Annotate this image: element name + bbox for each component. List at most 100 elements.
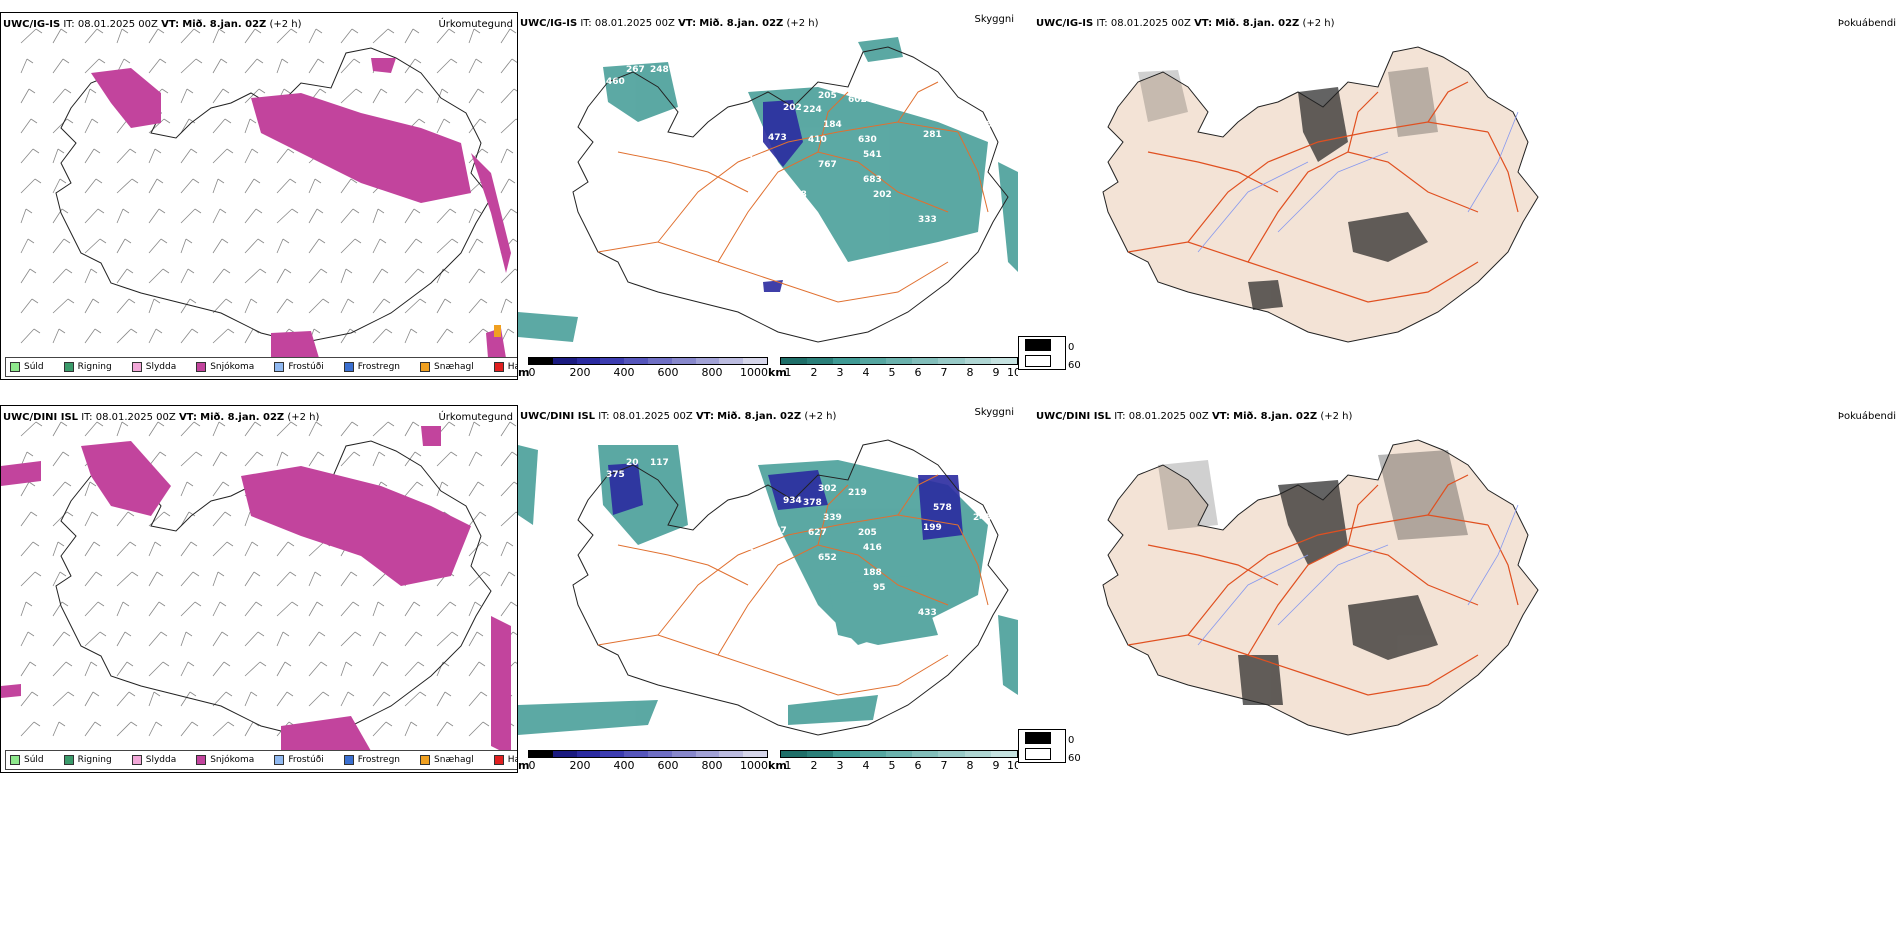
wind-barb xyxy=(244,298,258,314)
wind-barb xyxy=(500,118,517,134)
snow-areas xyxy=(91,58,511,358)
ceiling-value-label: 302 xyxy=(818,484,837,494)
ceiling-value-label: 568 xyxy=(788,583,807,593)
wind-barb xyxy=(244,148,259,164)
wind-barb xyxy=(308,178,322,194)
wind-barb xyxy=(276,28,298,44)
wind-barb xyxy=(308,208,324,224)
road xyxy=(1147,151,1279,193)
wind-barb xyxy=(84,298,100,314)
ceiling-value-label: 473 xyxy=(768,133,787,143)
wind-barb xyxy=(52,481,72,497)
wind-barb xyxy=(436,208,457,224)
wind-barb xyxy=(276,661,292,677)
wind-barb xyxy=(52,541,65,557)
wind-barb xyxy=(52,28,68,44)
wind-barb xyxy=(308,451,325,467)
wind-barb xyxy=(468,58,483,74)
wind-barb xyxy=(500,298,513,314)
wind-barb xyxy=(436,691,452,707)
visibility-label: Skyggni xyxy=(974,407,1014,418)
wind-barb xyxy=(340,298,355,314)
ceiling-value-label: 541 xyxy=(863,150,882,160)
fog-areas xyxy=(1158,450,1468,705)
wind-barb xyxy=(20,571,42,587)
wind-barb xyxy=(148,511,171,527)
wind-barb xyxy=(148,238,168,254)
wind-barb xyxy=(212,178,225,194)
wind-barb xyxy=(52,571,67,587)
wind-barb xyxy=(308,661,328,677)
wind-barb xyxy=(340,238,362,254)
ceiling-value-label: 188 xyxy=(863,568,882,578)
wind-barb xyxy=(308,298,330,314)
wind-barb xyxy=(52,691,75,707)
wind-barb xyxy=(372,601,385,617)
wind-barb xyxy=(180,601,202,617)
wind-barb xyxy=(52,118,74,134)
wind-barb xyxy=(116,571,139,587)
wind-barb xyxy=(372,208,385,224)
fog-indicator-label: Þokuábendi xyxy=(1837,18,1896,29)
wind-barb xyxy=(500,28,517,44)
wind-barb xyxy=(180,208,202,224)
ceiling-value-label: 460 xyxy=(606,77,625,87)
wind-barb xyxy=(340,268,353,284)
wind-barb xyxy=(212,571,225,587)
wind-barb xyxy=(116,721,138,737)
visibility-unit: km xyxy=(768,366,787,379)
wind-barb xyxy=(468,571,491,587)
wind-barb xyxy=(52,661,73,677)
wind-barb xyxy=(148,451,167,467)
wind-barb xyxy=(180,481,194,497)
wind-barb xyxy=(468,148,489,164)
wind-barb xyxy=(20,328,41,344)
panel-title: UWC/IG-IS IT: 08.01.2025 00Z VT: Mið. 8.… xyxy=(520,18,819,29)
wind-barb xyxy=(116,28,129,44)
wind-barb xyxy=(20,601,33,617)
wind-barb xyxy=(84,601,105,617)
wind-barb xyxy=(500,178,516,194)
wind-barb xyxy=(436,118,451,134)
wind-barb xyxy=(468,661,486,677)
wind-barb xyxy=(276,268,292,284)
tick: 5 xyxy=(888,759,896,772)
wind-barb xyxy=(180,268,195,284)
wind-barb xyxy=(468,88,485,104)
wind-barb xyxy=(148,178,164,194)
wind-barb xyxy=(372,298,391,314)
wind-barb xyxy=(52,58,70,74)
wind-barb xyxy=(500,481,517,497)
wind-barb xyxy=(84,421,104,437)
precip-legend: Súld Rigning Slydda Snjókoma Frostúði Fr… xyxy=(5,750,517,770)
wind-barb xyxy=(244,178,261,194)
wind-barb xyxy=(276,421,298,437)
ceiling-value-label: 767 xyxy=(818,160,837,170)
ceiling-value-label: 117 xyxy=(650,458,669,468)
wind-barb xyxy=(212,298,233,314)
wind-barb xyxy=(116,691,136,707)
wind-barb xyxy=(116,511,135,527)
wind-barb xyxy=(180,298,197,314)
road xyxy=(1487,524,1519,606)
wind-barb xyxy=(340,208,360,224)
fog-legend-max: 60 xyxy=(1068,360,1081,371)
wind-barb xyxy=(20,661,37,677)
wind-barb xyxy=(340,601,360,617)
wind-barb xyxy=(404,208,421,224)
ceiling-value-label: 630 xyxy=(858,135,877,145)
wind-barb xyxy=(116,298,136,314)
wind-barb xyxy=(148,208,166,224)
iceland-outline xyxy=(572,439,1009,736)
wind-barb xyxy=(372,268,389,284)
wind-barb xyxy=(84,571,103,587)
tick: 600 xyxy=(657,366,679,379)
wind-barb xyxy=(84,238,107,254)
wind-barb xyxy=(212,691,233,707)
wind-barb xyxy=(244,88,266,104)
wind-barb xyxy=(404,451,422,467)
visibility-colorbar: km 1 2 3 4 5 6 7 8 9 10 xyxy=(768,750,1018,772)
ceiling-value-label: 224 xyxy=(803,105,822,115)
ceiling-value-label: 378 xyxy=(803,498,822,508)
wind-barb xyxy=(52,178,67,194)
